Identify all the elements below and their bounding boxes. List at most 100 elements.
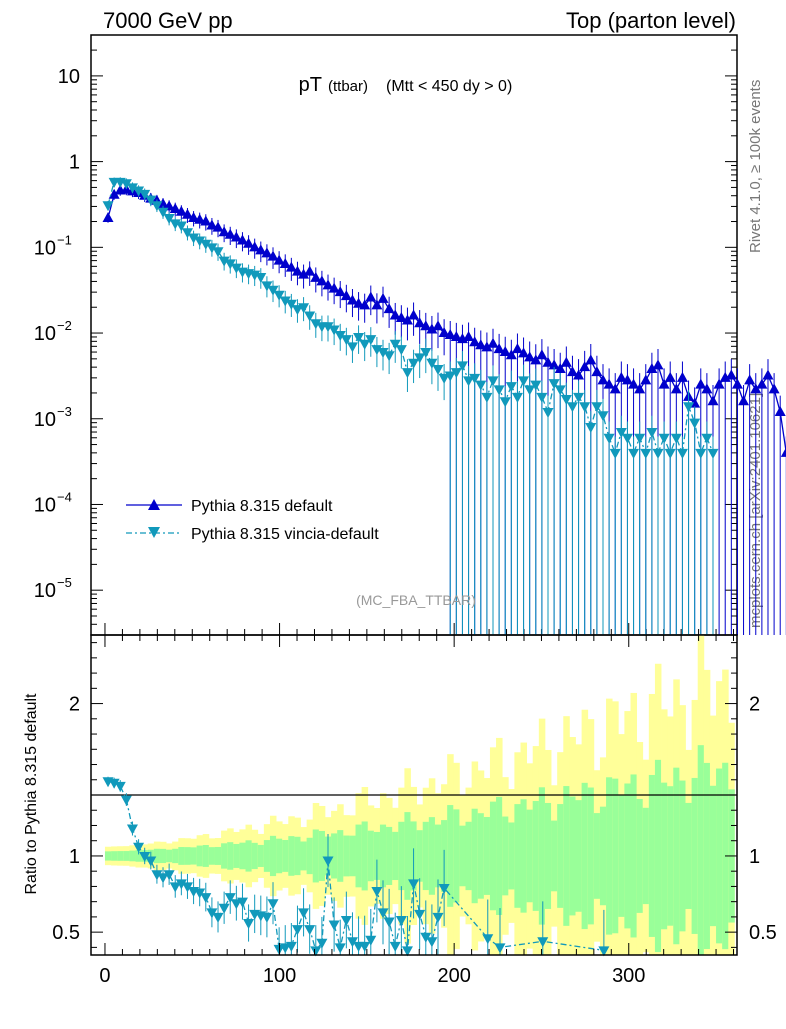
band-1sigma <box>221 843 228 869</box>
data-point-default <box>181 208 193 219</box>
band-1sigma <box>159 848 167 864</box>
data-point-vincia <box>438 373 450 384</box>
data-point-vincia <box>126 183 138 194</box>
band-1sigma <box>691 777 699 934</box>
data-point-default <box>774 405 786 416</box>
main-y-tick-exponent: −4 <box>57 489 72 504</box>
ratio-axes: 0.5 0.5 1 1 2 2 0 100 200 300 <box>52 635 777 987</box>
ratio-data-point <box>181 882 193 893</box>
data-point-vincia <box>548 379 560 390</box>
band-1sigma <box>612 778 619 934</box>
data-point-default <box>188 211 200 222</box>
data-point-vincia <box>188 233 200 244</box>
data-point-vincia <box>273 290 285 301</box>
data-point-default <box>346 294 358 305</box>
data-point-default <box>438 327 450 338</box>
ratio-data-point <box>334 943 346 954</box>
band-1sigma <box>123 851 130 861</box>
data-point-default <box>750 383 762 394</box>
band-1sigma <box>496 796 503 915</box>
band-1sigma <box>654 759 662 953</box>
data-point-default <box>285 261 297 272</box>
data-point-default <box>481 341 493 352</box>
data-point-vincia <box>298 303 310 314</box>
ratio-data-point <box>408 879 420 890</box>
data-point-default <box>340 290 352 301</box>
main-y-tick-exponent: −3 <box>57 404 72 419</box>
band-1sigma <box>667 786 674 926</box>
band-1sigma <box>489 801 497 911</box>
band-1sigma <box>648 774 656 937</box>
data-point-default <box>573 369 585 380</box>
data-point-vincia <box>218 256 230 267</box>
data-point-default <box>108 188 120 199</box>
band-1sigma <box>111 851 118 861</box>
band-1sigma <box>502 816 509 896</box>
band-1sigma <box>557 804 564 908</box>
data-point-default <box>585 354 597 365</box>
ratio-data-point <box>169 882 181 893</box>
main-series-layer <box>102 177 786 635</box>
data-point-default <box>542 356 554 367</box>
ratio-data-point <box>261 912 273 923</box>
data-point-default <box>200 215 212 226</box>
ratio-data-point <box>126 824 138 835</box>
data-point-default <box>414 317 426 328</box>
ratio-data-point <box>108 778 120 789</box>
band-1sigma <box>465 821 473 891</box>
data-point-default <box>670 383 682 394</box>
data-point-default <box>756 378 768 389</box>
data-point-vincia <box>120 179 132 190</box>
data-point-vincia <box>487 376 499 387</box>
data-point-vincia <box>701 433 713 444</box>
band-1sigma <box>508 822 515 890</box>
data-point-vincia <box>328 325 340 336</box>
data-point-default <box>212 221 224 232</box>
band-1sigma <box>447 805 454 907</box>
data-point-default <box>713 378 725 389</box>
data-point-default <box>780 447 786 457</box>
data-point-default <box>175 205 187 216</box>
data-point-default <box>738 395 750 406</box>
data-point-vincia <box>230 263 242 274</box>
band-1sigma <box>716 768 723 944</box>
band-1sigma <box>214 846 222 865</box>
data-point-default <box>628 378 640 389</box>
ratio-data-point <box>438 883 450 894</box>
band-1sigma <box>117 851 124 861</box>
data-point-vincia <box>695 448 707 459</box>
band-1sigma <box>459 825 466 887</box>
data-point-vincia <box>224 259 236 270</box>
data-point-default <box>450 330 462 341</box>
data-point-default <box>298 268 310 279</box>
data-point-vincia <box>414 353 426 364</box>
band-1sigma <box>428 817 436 895</box>
band-1sigma <box>373 831 381 880</box>
band-1sigma <box>153 848 161 864</box>
ratio-data-point <box>401 946 413 957</box>
data-point-vincia <box>346 342 358 353</box>
legend-marker-vincia <box>148 527 160 538</box>
data-point-vincia <box>676 448 688 459</box>
data-point-default <box>328 282 340 293</box>
data-point-default <box>218 226 230 237</box>
data-point-vincia <box>469 373 481 384</box>
data-point-default <box>273 254 285 265</box>
data-point-default <box>554 363 566 374</box>
ratio-data-point <box>285 941 297 952</box>
band-1sigma <box>104 851 112 861</box>
data-point-default <box>463 330 475 341</box>
ratio-data-point <box>328 920 340 931</box>
data-point-vincia <box>524 385 536 396</box>
data-point-default <box>646 363 658 374</box>
band-1sigma <box>563 786 570 926</box>
data-point-vincia <box>542 407 554 418</box>
data-point-vincia <box>359 339 371 350</box>
data-point-vincia <box>255 273 267 284</box>
ratio-data-point <box>243 919 255 929</box>
band-1sigma <box>709 785 717 927</box>
band-1sigma <box>251 842 259 870</box>
data-point-default <box>511 343 523 354</box>
band-1sigma <box>245 840 253 872</box>
